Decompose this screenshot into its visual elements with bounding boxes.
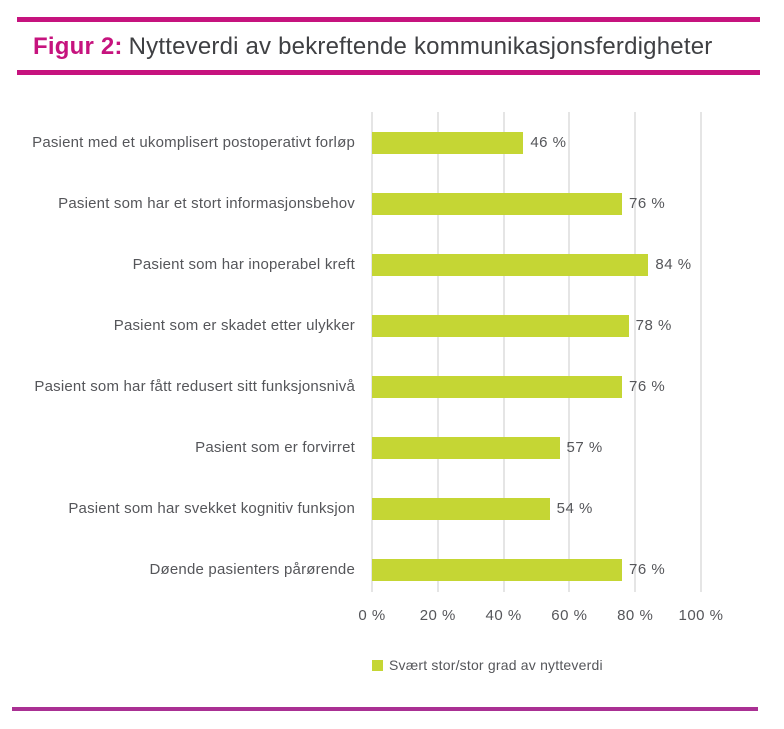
category-label: Pasient som har et stort informasjonsbeh…: [58, 195, 355, 212]
category-label: Pasient som er forvirret: [195, 439, 355, 456]
bar: [372, 436, 560, 459]
x-axis: 0 % 20 % 40 % 60 % 80 % 100 %: [358, 607, 723, 627]
bar: [372, 558, 623, 581]
x-tick-label: 40 %: [485, 607, 522, 624]
value-label: 76 %: [629, 378, 666, 395]
bar: [372, 497, 550, 520]
gridline: [437, 112, 439, 592]
value-label: 54 %: [556, 500, 593, 517]
gridline: [568, 112, 570, 592]
bar-track: 46 %: [372, 131, 701, 154]
bar: [372, 131, 524, 154]
chart-row: Pasient som har fått redusert sitt funks…: [17, 356, 760, 417]
chart-row: Pasient som har et stort informasjonsbeh…: [17, 173, 760, 234]
bottom-divider: [12, 707, 758, 711]
figure-title-row: Figur 2: Nytteverdi av bekreftende kommun…: [33, 31, 760, 63]
bar-track: 76 %: [372, 558, 701, 581]
bar-track: 78 %: [372, 314, 701, 337]
top-divider: [17, 17, 760, 22]
x-tick-label: 100 %: [678, 607, 724, 624]
chart-row: Pasient som er forvirret 57 %: [17, 417, 760, 478]
figure-2-panel: Figur 2: Nytteverdi av bekreftende kommun…: [0, 17, 784, 729]
bar: [372, 192, 623, 215]
x-tick-label: 60 %: [551, 607, 588, 624]
chart-row: Pasient med et ukomplisert postoperativt…: [17, 112, 760, 173]
bar: [372, 314, 629, 337]
category-label: Pasient som har fått redusert sitt funks…: [34, 378, 355, 395]
gridline: [634, 112, 636, 592]
bar: [372, 375, 623, 398]
title-underline-divider: [17, 70, 760, 75]
bar-track: 76 %: [372, 375, 701, 398]
gridlines: [371, 112, 702, 592]
value-label: 57 %: [566, 439, 603, 456]
value-label: 46 %: [530, 134, 567, 151]
bar-track: 57 %: [372, 436, 701, 459]
x-tick-label: 0 %: [358, 607, 386, 624]
value-label: 76 %: [629, 561, 666, 578]
gridline: [371, 112, 373, 592]
legend-label: Svært stor/stor grad av nytteverdi: [389, 657, 603, 673]
bar: [372, 253, 649, 276]
category-label: Pasient som har inoperabel kreft: [132, 256, 355, 273]
bar-track: 76 %: [372, 192, 701, 215]
x-tick-label: 80 %: [617, 607, 654, 624]
value-label: 76 %: [629, 195, 666, 212]
category-label: Døende pasienters pårørende: [149, 561, 355, 578]
bar-track: 84 %: [372, 253, 701, 276]
bar-track: 54 %: [372, 497, 701, 520]
category-label: Pasient som er skadet etter ulykker: [113, 317, 355, 334]
page-title: Nytteverdi av bekreftende kommunikasjons…: [128, 33, 713, 60]
legend: Svært stor/stor grad av nytteverdi: [372, 657, 760, 673]
category-label: Pasient med et ukomplisert postoperativt…: [32, 134, 355, 151]
chart-row: Pasient som har inoperabel kreft 84 %: [17, 234, 760, 295]
value-label: 84 %: [655, 256, 692, 273]
figure-label: Figur 2:: [33, 33, 123, 60]
category-label: Pasient som har svekket kognitiv funksjo…: [68, 500, 355, 517]
legend-swatch-icon: [372, 659, 383, 671]
x-tick-label: 20 %: [419, 607, 456, 624]
chart-row: Pasient som er skadet etter ulykker 78 %: [17, 295, 760, 356]
chart-row: Pasient som har svekket kognitiv funksjo…: [17, 478, 760, 539]
gridline: [503, 112, 505, 592]
value-label: 78 %: [635, 317, 672, 334]
bar-chart: Pasient med et ukomplisert postoperativt…: [17, 112, 760, 673]
chart-rows: Pasient med et ukomplisert postoperativt…: [17, 112, 760, 600]
gridline: [700, 112, 702, 592]
chart-row: Døende pasienters pårørende 76 %: [17, 539, 760, 600]
